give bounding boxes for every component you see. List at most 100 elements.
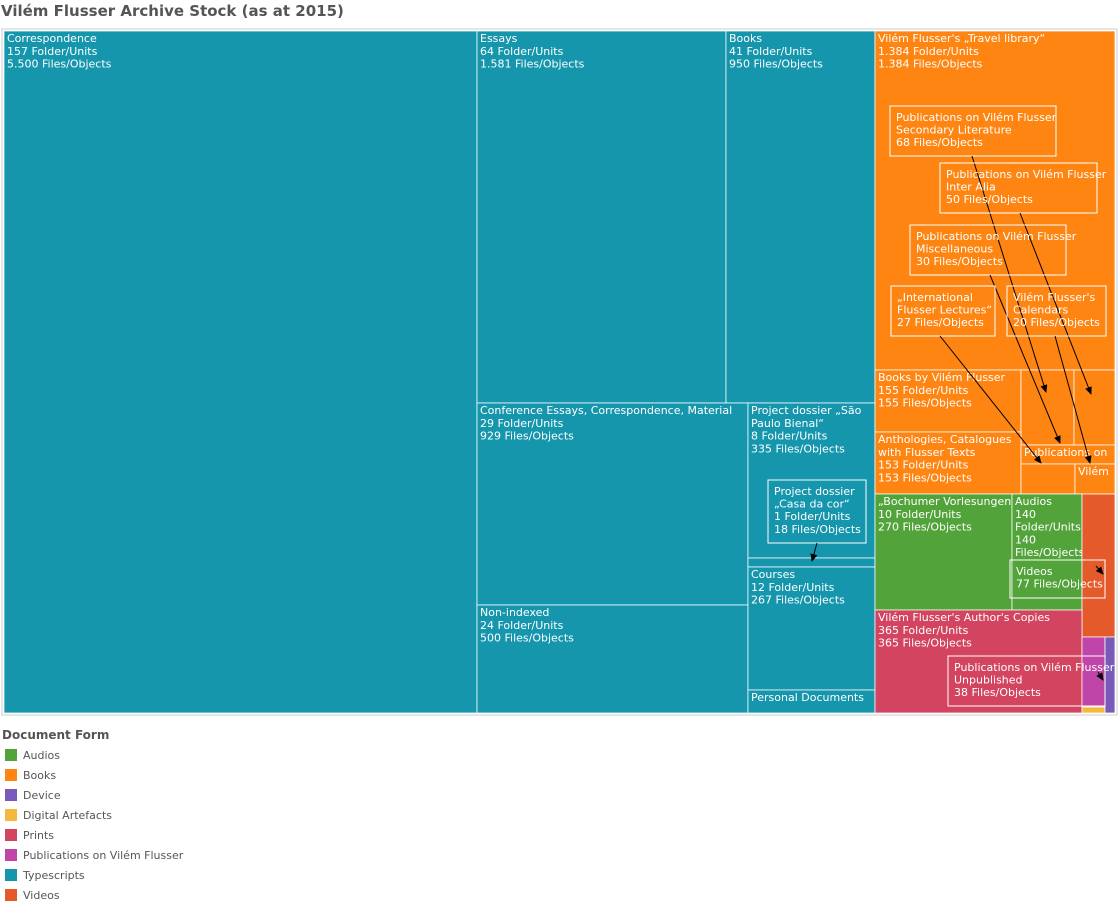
callout-label-line: 77 Files/Objects (1016, 578, 1103, 591)
cell-label-line: 155 Folder/Units (878, 384, 969, 397)
cell-label-line: 5.500 Files/Objects (7, 58, 112, 71)
treemap-cell-bochumer[interactable]: „Bochumer Vorlesungen“10 Folder/Units270… (874, 493, 1016, 611)
cell-label-line: 140 (1015, 533, 1036, 546)
callout-label-line: 18 Files/Objects (774, 523, 861, 536)
callout-label-line: Secondary Literature (896, 124, 1012, 137)
treemap-rect (874, 369, 1022, 433)
callout-arrow (989, 274, 1061, 444)
legend-item[interactable]: Audios (2, 745, 183, 765)
callout-casa[interactable]: Project dossier„Casa da cor“1 Folder/Uni… (767, 479, 867, 562)
legend-item[interactable]: Videos (2, 885, 183, 905)
treemap-rect (476, 604, 749, 714)
cell-label-line: Essays (480, 32, 518, 45)
callout-arrow (1019, 212, 1092, 395)
cell-label-line: Conference Essays, Correspondence, Mater… (480, 404, 732, 417)
cell-label-line: 1.384 Files/Objects (878, 58, 983, 71)
treemap-cell-videos-bar[interactable] (1081, 493, 1116, 638)
callout-box (947, 655, 1106, 707)
chart-title: Vilém Flusser Archive Stock (as at 2015) (1, 2, 344, 20)
callout-box (909, 224, 1067, 276)
cell-label-line: 29 Folder/Units (480, 417, 564, 430)
callout-unpublished[interactable]: Publications on Vilém FlusserUnpublished… (947, 655, 1115, 707)
legend-items: Audios Books Device Digital Artefacts Prints… (2, 745, 183, 905)
cell-label-line: 929 Files/Objects (480, 430, 574, 443)
callout-label-line: 20 Files/Objects (1013, 316, 1100, 329)
callout-arrow (1095, 565, 1104, 575)
callout-label-line: 30 Files/Objects (916, 255, 1003, 268)
callout-label-line: „Casa da cor“ (774, 498, 850, 511)
treemap-rect (3, 30, 478, 714)
cell-label-line: Folder/Units (1015, 521, 1081, 534)
treemap-cell-books-sm2[interactable] (1073, 369, 1116, 446)
treemap-rect (747, 557, 876, 568)
treemap-cell-vilem-small[interactable]: Vilém (1074, 463, 1116, 495)
treemap-cell-books-sm3[interactable] (1020, 463, 1076, 495)
legend-item[interactable]: Digital Artefacts (2, 805, 183, 825)
legend-swatch (5, 849, 17, 861)
callout-label-line: Vilém Flusser's (1013, 291, 1096, 304)
cell-label-line: 365 Folder/Units (878, 624, 969, 637)
legend-item[interactable]: Publications on Vilém Flusser (2, 845, 183, 865)
callout-arrow (1054, 335, 1092, 464)
treemap-cell-publications-on[interactable]: Publications on (1020, 444, 1116, 465)
callout-box (889, 105, 1057, 157)
treemap-rect (1104, 636, 1116, 714)
treemap-cell-conference[interactable]: Conference Essays, Correspondence, Mater… (476, 402, 749, 606)
callout-label-line: Unpublished (954, 674, 1023, 687)
treemap-rect (874, 431, 1022, 495)
treemap-rect (1020, 463, 1076, 495)
treemap-cell-digital[interactable] (1081, 706, 1106, 714)
legend-item[interactable]: Prints (2, 825, 183, 845)
treemap-rect (1081, 706, 1106, 714)
treemap-rect (874, 493, 1013, 611)
cell-label-line: Vilém Flusser's „Travel library“ (878, 32, 1045, 45)
callout-arrow (971, 155, 1048, 393)
cell-label-line: 8 Folder/Units (751, 430, 828, 443)
cell-label-line: Anthologies, Catalogues (878, 433, 1012, 446)
legend-item[interactable]: Typescripts (2, 865, 183, 885)
callout-label-line: Publications on Vilém Flusser (954, 661, 1115, 674)
treemap-cell-casa-da-cor[interactable] (747, 557, 876, 568)
cell-label-line: 41 Folder/Units (729, 45, 813, 58)
callout-label-line: Publications on Vilém Flusser (896, 111, 1057, 124)
cell-label-line: Vilém Flusser's Author's Copies (878, 611, 1050, 624)
cell-label-line: 24 Folder/Units (480, 619, 564, 632)
legend-item[interactable]: Device (2, 785, 183, 805)
legend-label: Audios (23, 748, 60, 762)
callout-misc[interactable]: Publications on Vilém FlusserMiscellaneo… (909, 224, 1077, 444)
treemap-cell-personal-docs[interactable]: Personal Documents (747, 689, 876, 714)
legend-label: Device (23, 788, 61, 802)
callout-box (939, 162, 1098, 214)
legend-item[interactable]: Books (2, 765, 183, 785)
legend-label: Publications on Vilém Flusser (23, 848, 184, 862)
cell-label-line: Books (729, 32, 762, 45)
legend-swatch (5, 809, 17, 821)
treemap-cell-device[interactable] (1104, 636, 1116, 714)
treemap-cell-books-sm1[interactable] (1020, 369, 1075, 446)
cell-label-line: 365 Files/Objects (878, 637, 972, 650)
treemap-rect (1073, 369, 1116, 446)
cell-label-line: Courses (751, 568, 795, 581)
callout-arrow (810, 542, 818, 562)
cell-label-line: 950 Files/Objects (729, 58, 823, 71)
callout-label-line: Videos (1016, 565, 1053, 578)
cell-label-line: 153 Files/Objects (878, 471, 972, 484)
cell-label-line: 155 Files/Objects (878, 397, 972, 410)
callout-arrow (1096, 671, 1104, 681)
cell-label-line: „Bochumer Vorlesungen“ (878, 495, 1016, 508)
